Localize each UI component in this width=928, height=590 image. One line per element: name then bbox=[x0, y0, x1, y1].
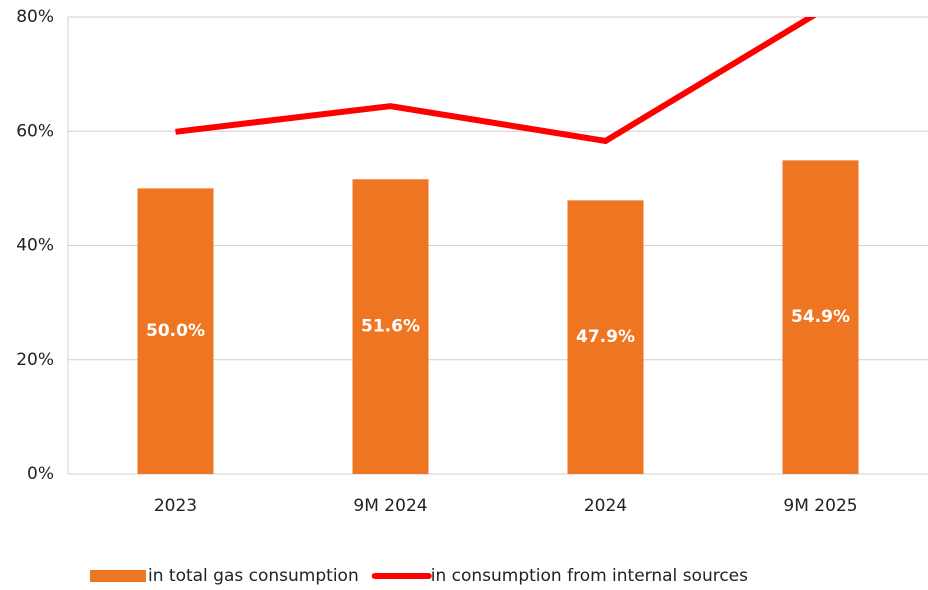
legend-label: in consumption from internal sources bbox=[431, 566, 748, 586]
x-tick-label: 2024 bbox=[584, 496, 627, 516]
y-tick-label: 20% bbox=[16, 350, 54, 370]
y-tick-label: 60% bbox=[16, 121, 54, 141]
bar bbox=[137, 188, 214, 474]
x-tick-label: 9M 2024 bbox=[353, 496, 427, 516]
y-tick-label: 80% bbox=[16, 7, 54, 27]
data-label: 47.9% bbox=[576, 327, 635, 347]
x-tick-label: 9M 2025 bbox=[783, 496, 857, 516]
bar bbox=[567, 200, 644, 474]
data-label: 50.0% bbox=[146, 321, 205, 341]
bar bbox=[782, 160, 859, 475]
y-tick-label: 0% bbox=[27, 464, 54, 484]
x-tick-label: 2023 bbox=[154, 496, 197, 516]
legend-label: in total gas consumption bbox=[148, 566, 359, 586]
line bbox=[175, 17, 817, 145]
bar bbox=[352, 179, 429, 475]
y-tick-label: 40% bbox=[16, 236, 54, 256]
data-label: 51.6% bbox=[361, 317, 420, 337]
legend-swatch bbox=[90, 570, 146, 582]
data-label: 54.9% bbox=[791, 307, 850, 327]
